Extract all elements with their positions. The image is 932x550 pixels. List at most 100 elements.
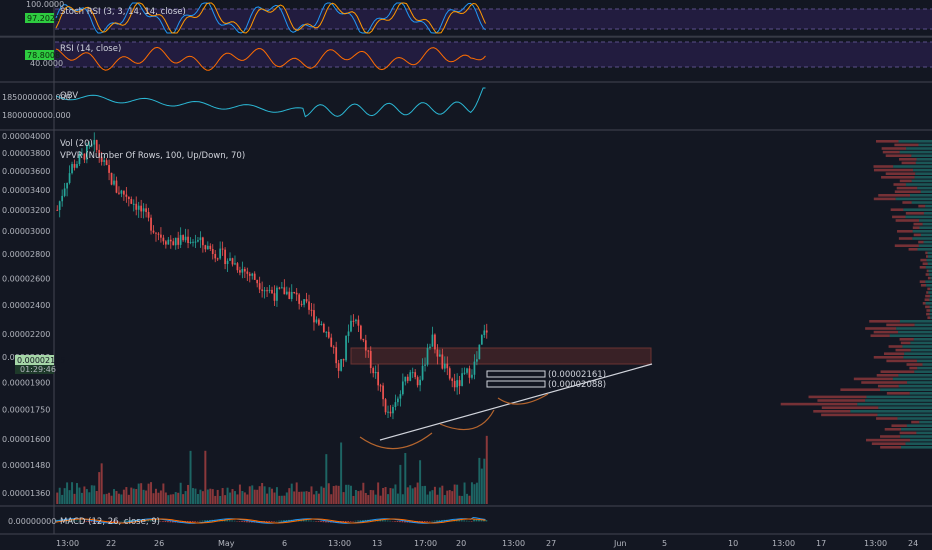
macd-hist-bar [122,520,125,522]
macd-hist-bar [278,520,280,522]
vpvr-bar-down [885,154,912,157]
time-axis[interactable]: 13:00 22 26 May 6 13:00 13 17:00 20 13:00 27 Jun 5 10… [56,539,918,548]
candle-body [347,331,350,336]
macd-hist-bar [310,520,312,522]
time-tick-label: 13:00 [502,539,525,548]
candle-body [162,237,165,242]
candle-body [108,165,110,173]
volume-bar [268,487,271,504]
candle-body [83,153,86,160]
volume-bar [298,491,301,504]
volume-bar [206,489,209,504]
candle-body [243,268,246,272]
volume-bar [303,491,306,504]
candle-body [58,201,61,210]
vpvr-bar-up [929,298,932,301]
candle-body [179,235,182,245]
vpvr-bar-up [917,186,932,190]
volume-bar [248,486,251,504]
candle-body [434,334,436,350]
vpvr-bar-up [899,150,932,154]
time-tick-label: 13:00 [772,539,795,548]
volume-bar [246,494,249,504]
volume-bar [154,488,157,504]
volume-bar [332,486,335,504]
vpvr-bar-down [880,370,915,373]
candle-body [456,380,459,388]
candle-body [367,350,370,352]
macd-hist-bar [68,519,71,522]
candle-body [167,239,170,245]
candle-body [160,234,162,238]
obv-pane[interactable]: OBV 1850000000.000 1800000000.000 [2,87,486,120]
vpvr-bar-down [821,406,879,409]
volume-bar [95,490,98,504]
candle-body [443,363,446,369]
candle-body [127,196,130,200]
volume-bar [135,489,138,504]
rsi-title: RSI (14, close) [60,44,121,54]
volume-bar [404,453,407,504]
candle-body [411,372,414,374]
lower-target-box[interactable] [486,380,546,388]
volume-bar [162,483,165,504]
volume-bar [364,492,367,504]
price-pane[interactable]: (0.00002161) (0.00002088) Vol (20) VPVR … [2,132,932,504]
vpvr-bar-down [927,276,931,280]
stoch-rsi-pane[interactable]: Stoch RSI (3, 3, 14, 14, close) 100.0000… [25,0,932,34]
volume-bar [322,487,325,504]
vpvr-bar-down [895,348,911,352]
macd-pane[interactable]: MACD (12, 26, close, 9) 0.00000000 [8,516,488,527]
volume-bar [357,491,360,504]
macd-hist-bar [241,521,243,522]
vpvr-bar-down [881,147,907,150]
candle-body [305,299,308,302]
vpvr-bar-up [900,435,932,438]
macd-hist-bar [233,520,236,522]
macd-hist-bar [75,520,78,522]
vpvr-bar-up [914,323,932,327]
candle-body [382,385,384,400]
candle-body [416,377,419,386]
candle-body [90,144,93,146]
cup-arc-middle[interactable] [439,409,495,431]
cup-arc-right[interactable] [497,393,549,405]
macd-hist-bar [154,520,157,522]
macd-hist-bar [460,520,463,522]
cup-arc-left[interactable] [359,432,433,450]
macd-hist-bar [448,519,451,522]
vpvr-bar-up [898,330,932,334]
candle-body [189,241,192,243]
macd-hist-bar [473,519,475,522]
rsi-pane[interactable]: RSI (14, close) 78.8008 40.0000 [25,41,932,71]
time-tick-label: Jun [613,539,627,548]
macd-hist-bar [88,521,90,523]
stoch-k-line [55,2,486,34]
time-tick-label: 13:00 [56,539,79,548]
candle-body [448,368,451,379]
price-tick-label: 0.00002600 [2,275,50,284]
volume-bar [305,491,308,504]
candle-body [135,203,138,210]
volume-bar [468,495,471,504]
price-tick-label: 0.00002800 [2,250,50,259]
resistance-zone[interactable] [350,347,652,365]
candle-body [93,139,96,145]
macd-hist-bar [228,520,231,522]
macd-hist-bar [204,520,206,522]
price-tick-label: 0.00003400 [2,186,50,195]
vpvr-bar-down [886,323,915,327]
price-tick-label: 0.00003800 [2,149,50,158]
upper-target-box[interactable] [486,370,546,378]
ascending-trendline[interactable] [379,363,653,441]
vpvr-bar-down [894,190,921,193]
time-tick-label: May [218,539,235,548]
candle-body [246,271,249,274]
candle-body [140,205,143,212]
vpvr-bar-up [878,406,932,409]
candle-body [194,241,197,243]
vpvr-bar-up [928,291,932,294]
macd-hist-bar [433,520,436,522]
candle-body [130,199,133,204]
